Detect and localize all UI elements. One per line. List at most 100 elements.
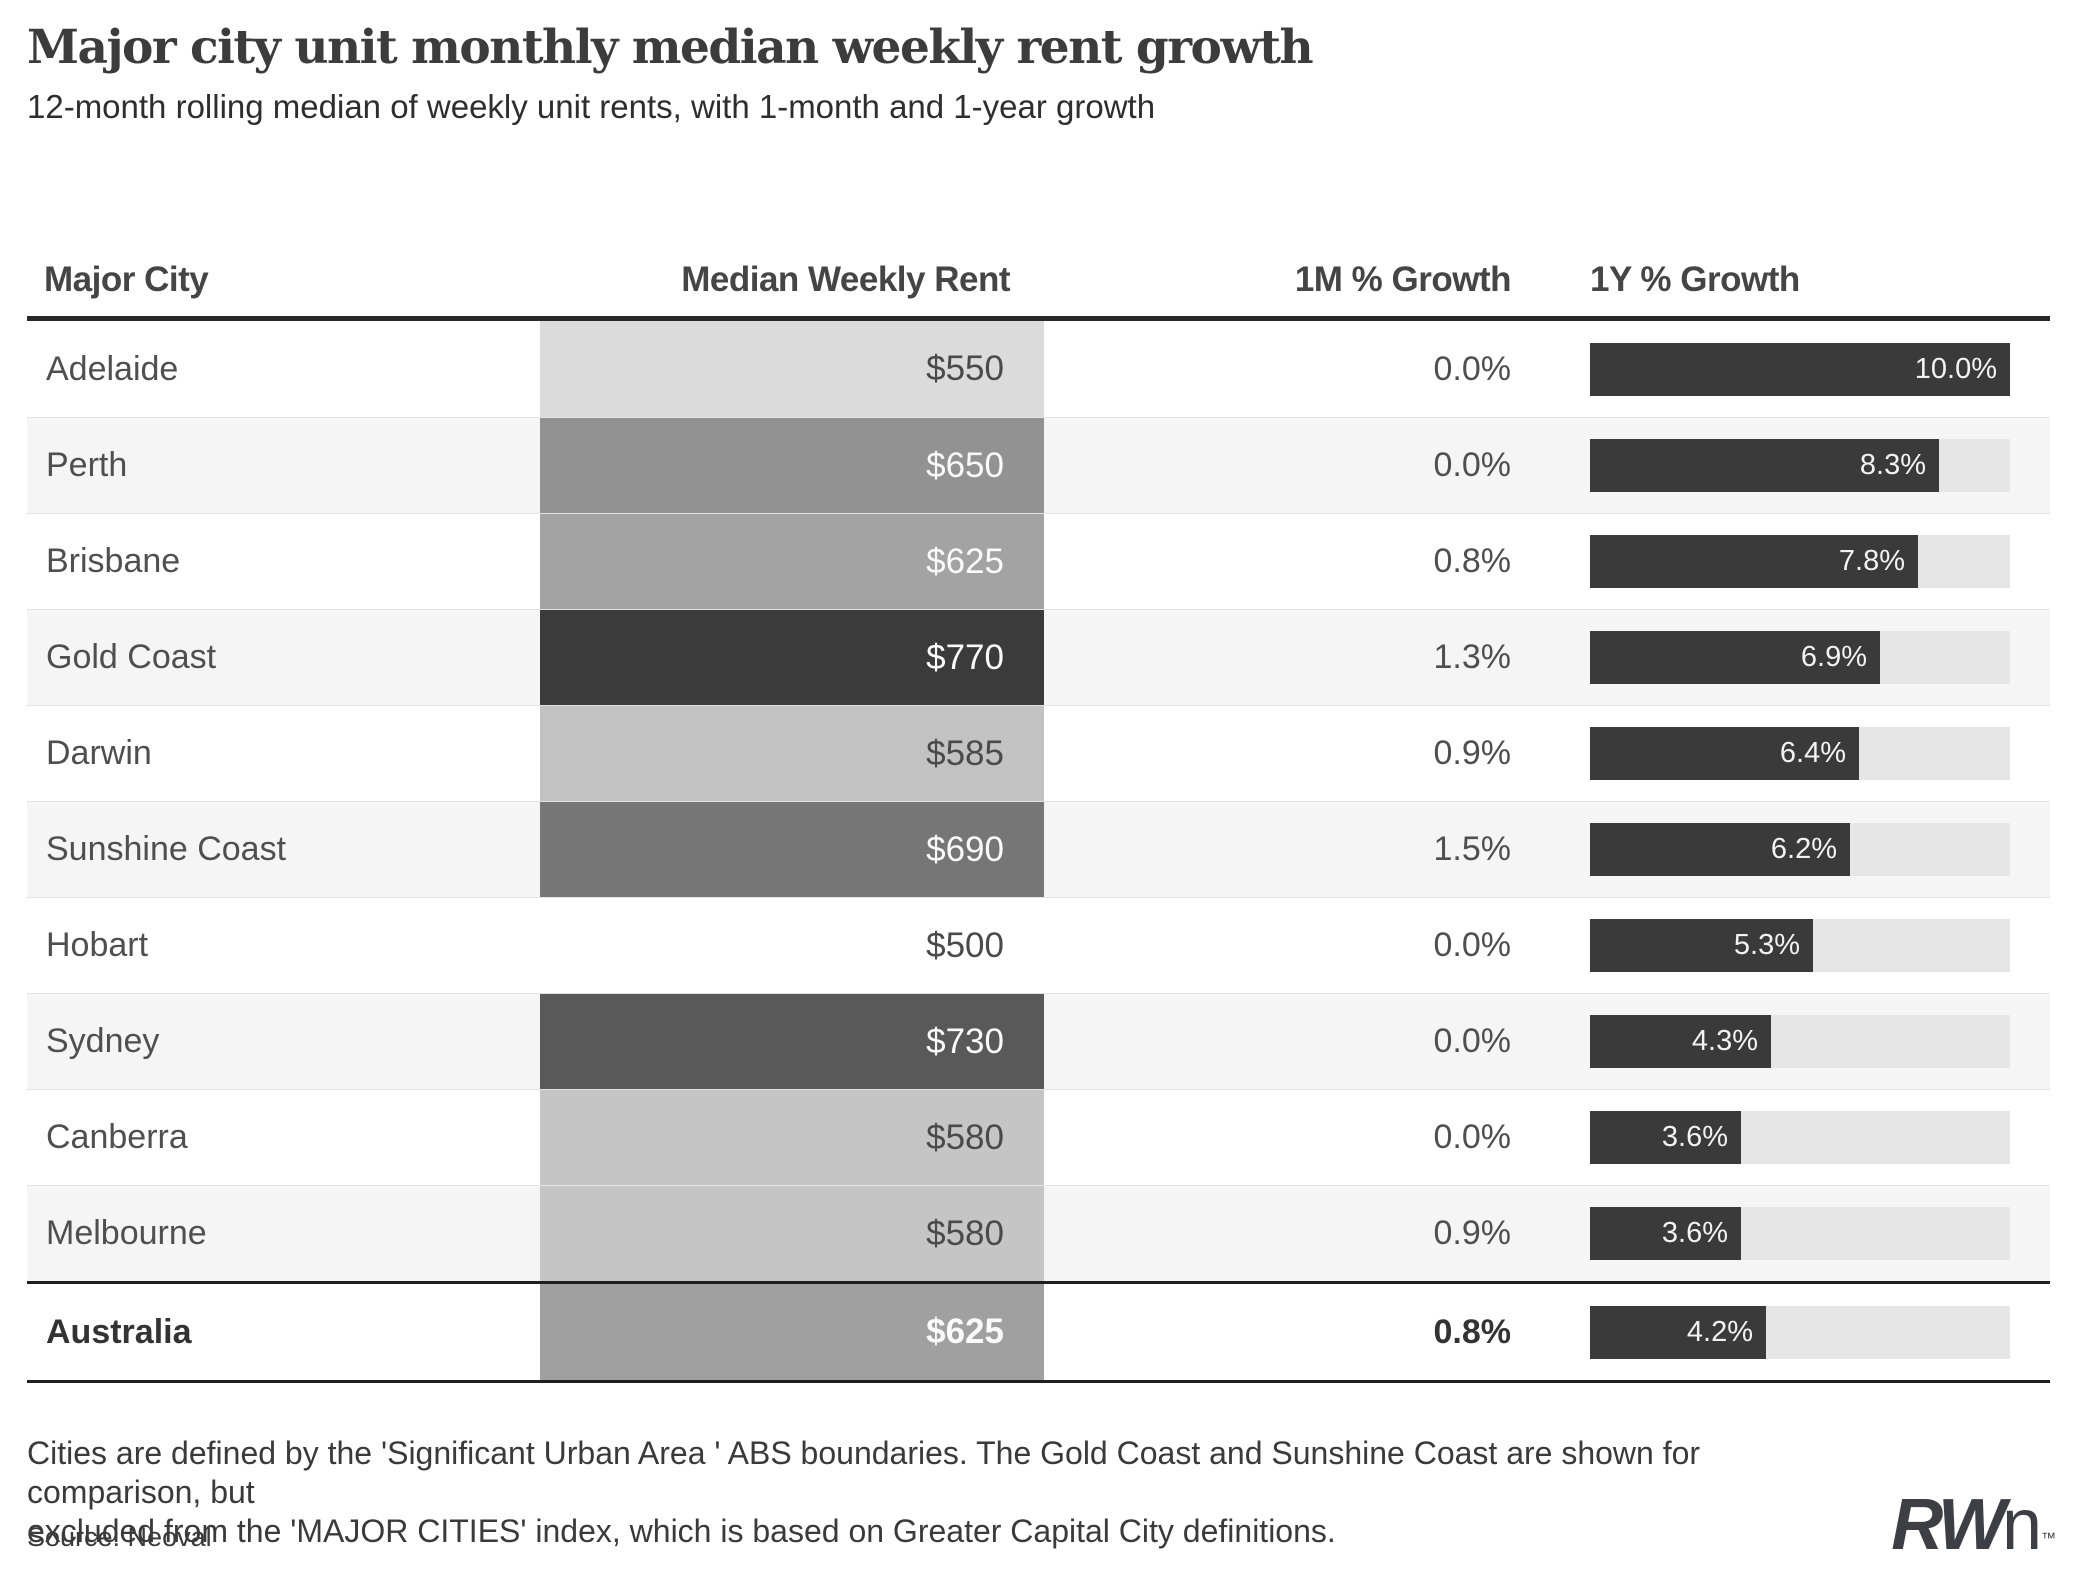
city-cell: Hobart bbox=[46, 926, 149, 964]
footnote: Cities are defined by the 'Significant U… bbox=[27, 1434, 1827, 1551]
rent-cell: $625 bbox=[540, 1284, 1044, 1380]
city-cell: Perth bbox=[46, 446, 128, 484]
y1-growth-cell: 6.4% bbox=[1563, 706, 2050, 801]
rwn-logo-n: n bbox=[2001, 1485, 2042, 1565]
y1-growth-cell: 3.6% bbox=[1563, 1090, 2050, 1185]
table-row: Australia $625 0.8% 4.2% bbox=[27, 1281, 2050, 1383]
y1-growth-bar-track: 3.6% bbox=[1590, 1111, 2010, 1164]
rwn-logo-rw: RW bbox=[1891, 1485, 2006, 1565]
y1-growth-label: 6.4% bbox=[1779, 737, 1846, 769]
y1-growth-bar-track: 6.9% bbox=[1590, 631, 2010, 684]
y1-growth-bar: 6.4% bbox=[1590, 727, 1859, 780]
table-row: Gold Coast $770 1.3% 6.9% bbox=[27, 609, 2050, 705]
rent-cell: $585 bbox=[540, 706, 1044, 801]
y1-growth-bar-track: 5.3% bbox=[1590, 919, 2010, 972]
city-cell: Australia bbox=[46, 1312, 192, 1351]
m1-growth-cell: 0.9% bbox=[1433, 1214, 1512, 1252]
y1-growth-bar-track: 3.6% bbox=[1590, 1207, 2010, 1260]
table-row: Melbourne $580 0.9% 3.6% bbox=[27, 1185, 2050, 1281]
y1-growth-cell: 7.8% bbox=[1563, 514, 2050, 609]
y1-growth-cell: 4.2% bbox=[1563, 1284, 2050, 1380]
y1-growth-bar: 7.8% bbox=[1590, 535, 1918, 588]
y1-growth-bar: 3.6% bbox=[1590, 1111, 1741, 1164]
table-body: Adelaide $550 0.0% 10.0% Perth $650 0.0% 8.3% Br… bbox=[27, 321, 2050, 1383]
y1-growth-bar-track: 10.0% bbox=[1590, 342, 2010, 396]
city-cell: Brisbane bbox=[46, 542, 181, 580]
y1-growth-label: 10.0% bbox=[1914, 352, 1997, 385]
rent-cell: $580 bbox=[540, 1090, 1044, 1185]
y1-growth-cell: 5.3% bbox=[1563, 898, 2050, 993]
m1-growth-cell: 1.5% bbox=[1433, 830, 1512, 868]
y1-growth-bar: 8.3% bbox=[1590, 439, 1939, 492]
page-title: Major city unit monthly median weekly re… bbox=[27, 20, 1314, 75]
y1-growth-bar-track: 4.3% bbox=[1590, 1015, 2010, 1068]
rwn-logo: RWn™ bbox=[1891, 1484, 2056, 1566]
table-row: Darwin $585 0.9% 6.4% bbox=[27, 705, 2050, 801]
y1-growth-label: 6.9% bbox=[1800, 641, 1867, 673]
table-row: Canberra $580 0.0% 3.6% bbox=[27, 1089, 2050, 1185]
footnote-line-2: excluded from the 'MAJOR CITIES' index, … bbox=[27, 1513, 1336, 1549]
rent-cell: $730 bbox=[540, 994, 1044, 1089]
y1-growth-bar: 10.0% bbox=[1590, 342, 2010, 396]
y1-growth-cell: 3.6% bbox=[1563, 1186, 2050, 1281]
y1-growth-bar: 3.6% bbox=[1590, 1207, 1741, 1260]
y1-growth-bar: 6.2% bbox=[1590, 823, 1850, 876]
y1-growth-label: 6.2% bbox=[1770, 833, 1837, 865]
city-cell: Melbourne bbox=[46, 1214, 207, 1252]
rent-cell: $690 bbox=[540, 802, 1044, 897]
y1-growth-bar-track: 4.2% bbox=[1590, 1305, 2010, 1359]
table-row: Perth $650 0.0% 8.3% bbox=[27, 417, 2050, 513]
m1-growth-cell: 0.8% bbox=[1433, 542, 1512, 580]
y1-growth-cell: 8.3% bbox=[1563, 418, 2050, 513]
y1-growth-cell: 10.0% bbox=[1563, 321, 2050, 417]
y1-growth-label: 4.2% bbox=[1686, 1315, 1753, 1348]
y1-growth-bar-track: 6.4% bbox=[1590, 727, 2010, 780]
column-header-1y-growth: 1Y % Growth bbox=[1590, 260, 1800, 299]
rent-cell: $550 bbox=[540, 321, 1044, 417]
trademark-symbol: ™ bbox=[2041, 1530, 2056, 1547]
table-row: Brisbane $625 0.8% 7.8% bbox=[27, 513, 2050, 609]
table-header-row: Major City Median Weekly Rent 1M % Growt… bbox=[27, 246, 2050, 321]
column-header-median-weekly-rent: Median Weekly Rent bbox=[681, 260, 1010, 299]
m1-growth-cell: 1.3% bbox=[1433, 638, 1512, 676]
table-row: Sunshine Coast $690 1.5% 6.2% bbox=[27, 801, 2050, 897]
y1-growth-label: 3.6% bbox=[1661, 1121, 1728, 1153]
y1-growth-bar: 4.3% bbox=[1590, 1015, 1771, 1068]
table-row: Adelaide $550 0.0% 10.0% bbox=[27, 321, 2050, 417]
page-subtitle: 12-month rolling median of weekly unit r… bbox=[27, 88, 1156, 125]
y1-growth-bar-track: 6.2% bbox=[1590, 823, 2010, 876]
y1-growth-bar: 5.3% bbox=[1590, 919, 1813, 972]
y1-growth-bar-track: 7.8% bbox=[1590, 535, 2010, 588]
rent-cell: $500 bbox=[926, 925, 1004, 965]
y1-growth-label: 7.8% bbox=[1838, 545, 1905, 577]
m1-growth-cell: 0.0% bbox=[1433, 1022, 1512, 1060]
rent-cell: $625 bbox=[540, 514, 1044, 609]
y1-growth-cell: 6.9% bbox=[1563, 610, 2050, 705]
m1-growth-cell: 0.0% bbox=[1433, 1118, 1512, 1156]
m1-growth-cell: 0.9% bbox=[1433, 734, 1512, 772]
footnote-line-1: Cities are defined by the 'Significant U… bbox=[27, 1435, 1701, 1510]
rent-cell: $650 bbox=[540, 418, 1044, 513]
table-row: Sydney $730 0.0% 4.3% bbox=[27, 993, 2050, 1089]
source-credit: Source: Neoval bbox=[27, 1522, 212, 1552]
y1-growth-label: 3.6% bbox=[1661, 1217, 1728, 1249]
city-cell: Sydney bbox=[46, 1022, 160, 1060]
y1-growth-bar: 6.9% bbox=[1590, 631, 1880, 684]
column-header-1m-growth: 1M % Growth bbox=[1294, 260, 1512, 299]
rent-growth-table: Major City Median Weekly Rent 1M % Growt… bbox=[27, 246, 2050, 1383]
m1-growth-cell: 0.0% bbox=[1433, 349, 1512, 388]
m1-growth-cell: 0.0% bbox=[1433, 926, 1512, 964]
y1-growth-cell: 6.2% bbox=[1563, 802, 2050, 897]
m1-growth-cell: 0.8% bbox=[1433, 1312, 1512, 1351]
column-header-major-city: Major City bbox=[44, 260, 209, 299]
city-cell: Gold Coast bbox=[46, 638, 217, 676]
rent-cell: $770 bbox=[540, 610, 1044, 705]
table-row: Hobart $500 0.0% 5.3% bbox=[27, 897, 2050, 993]
city-cell: Adelaide bbox=[46, 349, 179, 388]
y1-growth-bar: 4.2% bbox=[1590, 1305, 1766, 1359]
y1-growth-cell: 4.3% bbox=[1563, 994, 2050, 1089]
y1-growth-label: 5.3% bbox=[1733, 929, 1800, 961]
y1-growth-label: 4.3% bbox=[1691, 1025, 1758, 1057]
city-cell: Sunshine Coast bbox=[46, 830, 287, 868]
city-cell: Canberra bbox=[46, 1118, 188, 1156]
